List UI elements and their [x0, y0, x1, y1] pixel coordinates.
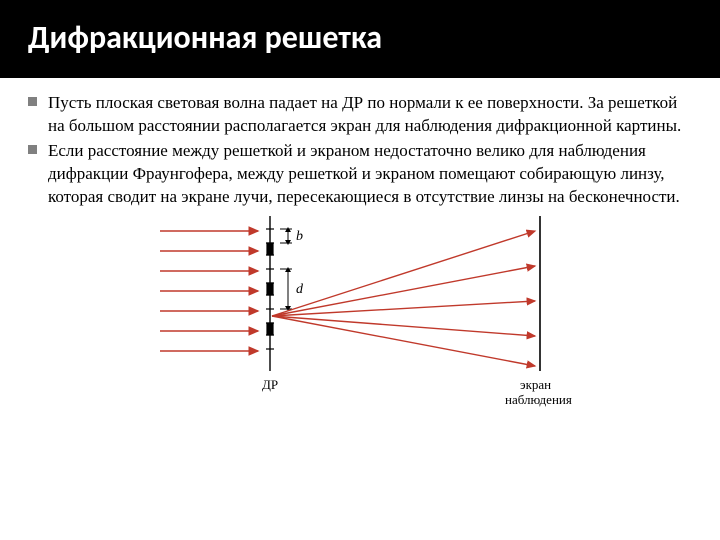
label-grating: ДР: [262, 377, 278, 392]
bullet-item: Если расстояние между решеткой и экраном…: [26, 140, 694, 209]
label-screen-2: наблюдения: [505, 392, 572, 407]
bullet-text: Пусть плоская световая волна падает на Д…: [48, 93, 681, 135]
grating-slits: [266, 229, 274, 349]
b-bracket: [280, 229, 292, 243]
diffraction-diagram: b d ДР экран наблюдения: [140, 211, 580, 411]
slide-content: Пусть плоская световая волна падает на Д…: [0, 78, 720, 411]
label-b: b: [296, 229, 303, 244]
label-screen-1: экран: [520, 377, 551, 392]
bullet-text: Если расстояние между решеткой и экраном…: [48, 141, 680, 206]
incident-rays: [160, 231, 258, 351]
slide-header: Дифракционная решетка: [0, 0, 720, 78]
slide-title: Дифракционная решетка: [28, 18, 692, 57]
bullet-item: Пусть плоская световая волна падает на Д…: [26, 92, 694, 138]
diagram-svg: b d ДР экран наблюдения: [140, 211, 580, 411]
label-d: d: [296, 282, 304, 297]
d-bracket: [280, 269, 292, 309]
diffracted-rays: [272, 231, 535, 366]
bullet-marker-icon: [28, 97, 37, 106]
bullet-list: Пусть плоская световая волна падает на Д…: [26, 92, 694, 209]
bullet-marker-icon: [28, 145, 37, 154]
